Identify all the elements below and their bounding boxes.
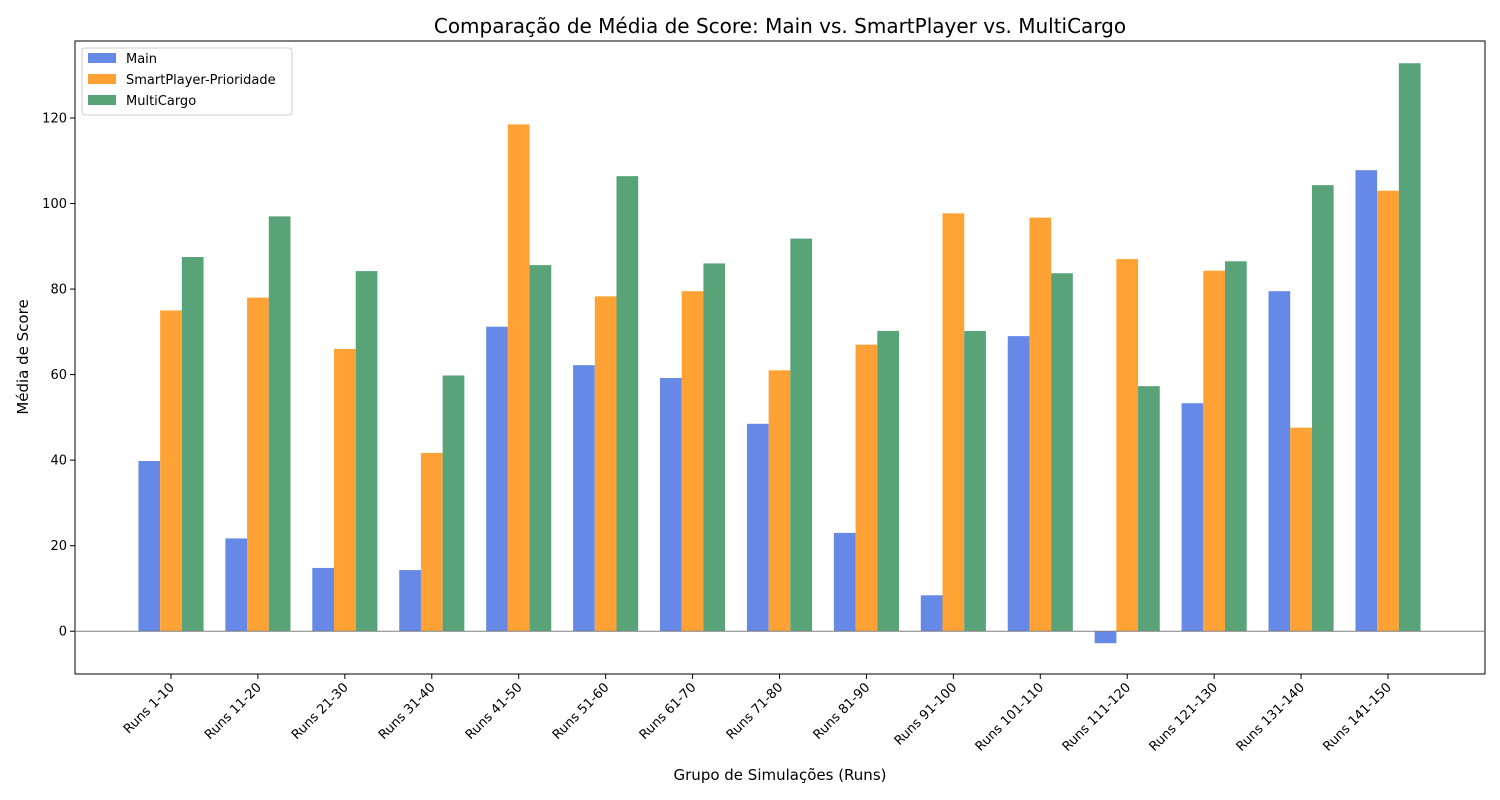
legend-label-main: Main xyxy=(126,52,157,67)
x-tick-label: Runs 11-20 xyxy=(202,680,265,743)
bar-smartplayer-prioridade-runs-141-150 xyxy=(1377,190,1399,632)
bar-smartplayer-prioridade-runs-81-90 xyxy=(855,344,878,632)
x-tick-label: Runs 61-70 xyxy=(637,680,700,743)
bar-main-runs-131-140 xyxy=(1268,291,1291,632)
bar-multicargo-runs-61-70 xyxy=(703,263,726,632)
x-tick-label: Runs 141-150 xyxy=(1320,680,1394,754)
bar-smartplayer-prioridade-runs-71-80 xyxy=(768,370,791,632)
bar-multicargo-runs-1-10 xyxy=(181,256,204,632)
bar-main-runs-31-40 xyxy=(399,570,421,632)
bar-multicargo-runs-101-110 xyxy=(1051,273,1073,632)
x-tick-label: Runs 101-110 xyxy=(973,680,1047,754)
bar-multicargo-runs-141-150 xyxy=(1398,63,1421,632)
x-tick-label: Runs 21-30 xyxy=(289,680,352,743)
y-tick-label: 60 xyxy=(50,368,67,383)
bar-smartplayer-prioridade-runs-11-20 xyxy=(247,297,269,632)
bar-multicargo-runs-31-40 xyxy=(442,375,465,632)
bar-smartplayer-prioridade-runs-101-110 xyxy=(1029,217,1052,632)
bar-smartplayer-prioridade-runs-131-140 xyxy=(1290,427,1312,632)
y-tick-label: 100 xyxy=(42,197,67,212)
bar-main-runs-111-120 xyxy=(1094,631,1117,644)
bar-smartplayer-prioridade-runs-41-50 xyxy=(507,124,530,632)
legend-swatch-multicargo xyxy=(88,95,116,105)
bar-multicargo-runs-91-100 xyxy=(964,330,986,632)
bar-main-runs-141-150 xyxy=(1355,170,1378,632)
bar-smartplayer-prioridade-runs-111-120 xyxy=(1116,259,1139,632)
x-tick-label: Runs 91-100 xyxy=(892,680,961,749)
y-tick-label: 40 xyxy=(50,454,67,469)
x-axis-label: Grupo de Simulações (Runs) xyxy=(674,766,887,784)
x-tick-label: Runs 111-120 xyxy=(1060,680,1134,754)
bar-smartplayer-prioridade-runs-21-30 xyxy=(334,348,356,632)
x-tick-label: Runs 31-40 xyxy=(376,680,439,743)
bar-main-runs-71-80 xyxy=(746,423,769,632)
x-tick-label: Runs 131-140 xyxy=(1234,680,1308,754)
bar-multicargo-runs-71-80 xyxy=(790,238,813,632)
bar-main-runs-91-100 xyxy=(920,595,943,632)
bar-main-runs-1-10 xyxy=(138,461,161,632)
x-tick-label: Runs 41-50 xyxy=(463,680,526,743)
bar-smartplayer-prioridade-runs-121-130 xyxy=(1203,270,1225,632)
y-tick-label: 20 xyxy=(50,539,67,554)
bar-main-runs-61-70 xyxy=(660,378,682,632)
bar-smartplayer-prioridade-runs-91-100 xyxy=(942,213,965,632)
x-tick-label: Runs 81-90 xyxy=(811,680,874,743)
bar-main-runs-11-20 xyxy=(225,538,248,632)
y-axis-ticks: 0 20 40 60 80 100 120 xyxy=(42,111,75,640)
bar-smartplayer-prioridade-runs-51-60 xyxy=(594,296,617,632)
bar-multicargo-runs-11-20 xyxy=(268,216,291,632)
y-axis-label: Média de Score xyxy=(14,299,32,414)
bar-main-runs-51-60 xyxy=(573,365,595,632)
bar-multicargo-runs-81-90 xyxy=(877,330,899,632)
x-tick-label: Runs 121-130 xyxy=(1147,680,1221,754)
bar-multicargo-runs-51-60 xyxy=(616,176,639,632)
bar-multicargo-runs-21-30 xyxy=(355,271,378,632)
bar-main-runs-121-130 xyxy=(1181,403,1204,632)
y-tick-label: 0 xyxy=(59,625,67,640)
x-tick-label: Runs 71-80 xyxy=(724,680,787,743)
x-tick-label: Runs 51-60 xyxy=(550,680,613,743)
bar-main-runs-21-30 xyxy=(312,567,335,632)
bar-smartplayer-prioridade-runs-1-10 xyxy=(160,310,182,632)
bar-main-runs-41-50 xyxy=(486,326,508,632)
bar-smartplayer-prioridade-runs-31-40 xyxy=(420,452,443,632)
bar-smartplayer-prioridade-runs-61-70 xyxy=(681,291,704,632)
x-axis-ticks: Runs 1-10 Runs 11-20 Runs 21-30 Runs 31-40 R… xyxy=(121,674,1395,755)
bar-multicargo-runs-111-120 xyxy=(1138,386,1160,632)
bar-multicargo-runs-131-140 xyxy=(1311,185,1334,632)
legend-label-multicargo: MultiCargo xyxy=(126,94,196,109)
y-tick-label: 120 xyxy=(42,111,67,126)
bar-multicargo-runs-121-130 xyxy=(1224,261,1247,632)
bars-group xyxy=(138,63,1421,644)
bar-main-runs-101-110 xyxy=(1007,336,1030,632)
legend-box xyxy=(81,47,293,116)
x-tick-label: Runs 1-10 xyxy=(121,680,178,737)
y-tick-label: 80 xyxy=(50,283,67,298)
bar-main-runs-81-90 xyxy=(833,532,856,632)
legend-swatch-smartplayer-prioridade xyxy=(88,74,116,84)
legend: Main SmartPlayer-Prioridade MultiCargo xyxy=(81,47,293,116)
bar-multicargo-runs-41-50 xyxy=(529,265,552,632)
legend-swatch-main xyxy=(88,53,116,63)
chart-title: Comparação de Média de Score: Main vs. S… xyxy=(434,14,1126,38)
legend-label-smartplayer-prioridade: SmartPlayer-Prioridade xyxy=(126,73,276,88)
